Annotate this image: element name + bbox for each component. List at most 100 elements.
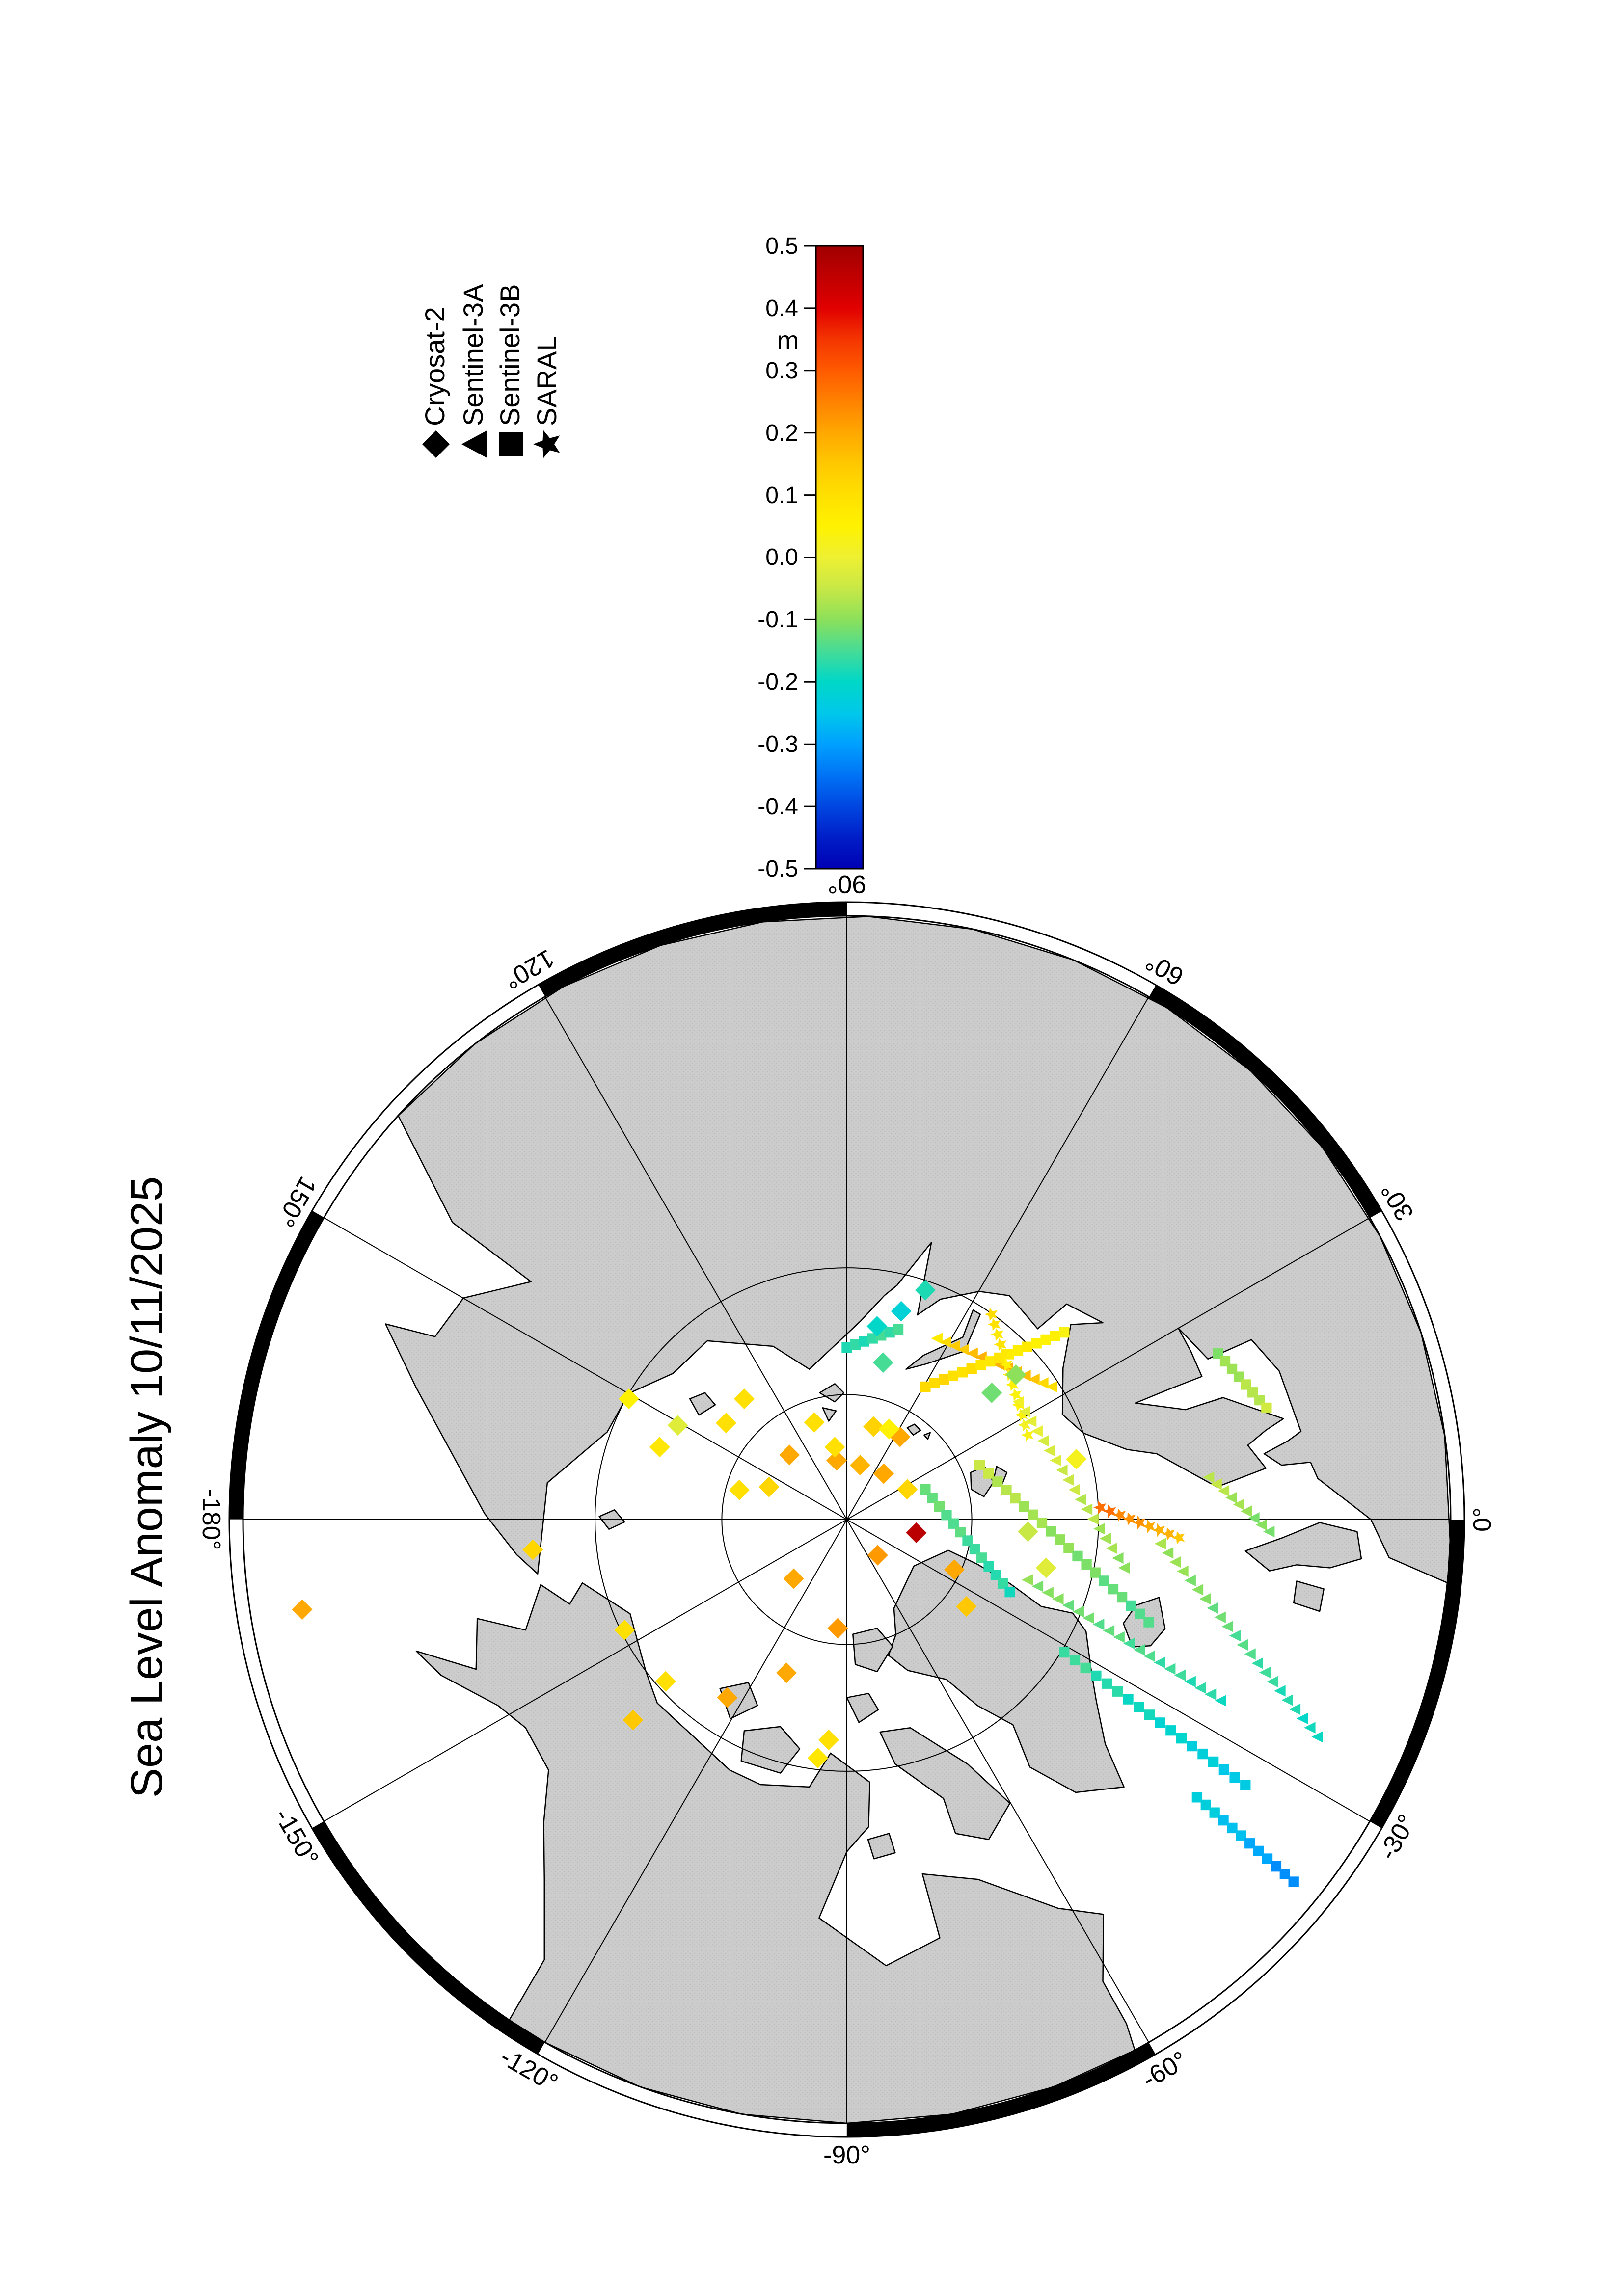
data-marker-dia (776, 1662, 797, 1683)
data-marker-tri (1221, 1621, 1234, 1632)
data-marker-sq (1116, 1592, 1128, 1603)
data-marker-sq (1261, 1402, 1272, 1414)
lon-label-180: -180° (197, 1489, 225, 1550)
data-marker-tri (1123, 1637, 1135, 1650)
colorbar-tick-m01: -0.1 (757, 607, 798, 633)
land-southampton-island (867, 1833, 896, 1860)
data-marker-tri (1087, 1513, 1099, 1525)
data-marker-dia (729, 1479, 750, 1500)
data-marker-sq (1229, 1772, 1240, 1783)
data-marker-tri (1043, 1444, 1055, 1457)
meridian-line (324, 1217, 847, 1520)
data-marker-tri (1259, 1666, 1271, 1679)
data-marker-tri (1215, 1695, 1226, 1707)
meridian-line (544, 996, 847, 1520)
data-marker-tri (1296, 1712, 1308, 1725)
land-franz-josef-land-2 (923, 1432, 931, 1440)
data-marker-sq (1063, 1542, 1074, 1553)
parallel-circle (721, 1394, 973, 1645)
data-marker-sq (1108, 1584, 1119, 1595)
data-marker-tri (1217, 1485, 1230, 1497)
data-marker-sq (985, 1356, 996, 1367)
data-marker-dia (717, 1687, 738, 1708)
data-marker-sq (1135, 1608, 1145, 1619)
data-marker-tri (1154, 1656, 1165, 1669)
data-marker-tri (1255, 1519, 1268, 1531)
data-marker-sq (1187, 1740, 1197, 1752)
data-marker-tri (1311, 1731, 1323, 1743)
data-marker-dia (863, 1416, 884, 1437)
data-marker-sq (1028, 1509, 1039, 1520)
data-marker-tri (1207, 1602, 1218, 1614)
colorbar-tick-m03: -0.3 (757, 731, 798, 757)
data-marker-star (1133, 1516, 1146, 1529)
data-marker-sq (990, 1570, 1001, 1580)
data-marker-dia (1005, 1364, 1027, 1385)
data-marker-tri (1304, 1722, 1316, 1734)
data-marker-tri (957, 1344, 969, 1356)
data-marker-sq (1112, 1686, 1123, 1697)
data-marker-sq (1143, 1617, 1154, 1628)
legend-label-sentinel3a: Sentinel-3A (458, 284, 488, 426)
data-marker-sq (992, 1476, 1003, 1487)
data-marker-tri (1204, 1688, 1217, 1700)
data-marker-tri (1169, 1556, 1181, 1568)
data-marker-sq (1191, 1792, 1203, 1803)
data-marker-tri (1072, 1606, 1084, 1618)
data-marker-tri (1184, 1575, 1196, 1586)
data-marker-tri (1022, 1574, 1033, 1586)
data-marker-dia (783, 1568, 804, 1589)
data-marker-tri (1031, 1580, 1044, 1592)
data-marker-star (1009, 1388, 1022, 1402)
data-marker-sq (1197, 1748, 1208, 1760)
data-marker-tri (1093, 1618, 1105, 1630)
data-marker-tri (1214, 1611, 1226, 1623)
data-marker-sq (1072, 1550, 1083, 1562)
meridian-line (846, 1519, 1149, 2043)
data-marker-tri (1081, 1503, 1093, 1515)
data-marker-tri (1225, 1492, 1237, 1504)
data-marker-star (984, 1308, 998, 1321)
data-marker-sq (941, 1510, 952, 1521)
data-marker-dia (824, 1437, 845, 1458)
data-marker-sq (1209, 1807, 1220, 1818)
data-marker-dia (897, 1479, 918, 1500)
data-marker-sq (1236, 1830, 1246, 1841)
data-marker-sq (1208, 1756, 1219, 1767)
data-marker-dia (872, 1352, 893, 1373)
land-baffin-island (879, 1727, 1011, 1841)
data-marker-tri (1112, 1552, 1124, 1564)
data-marker-sq (1012, 1345, 1024, 1356)
data-marker-dia (522, 1539, 543, 1560)
data-marker-tri (1210, 1478, 1222, 1490)
data-marker-tri (1267, 1676, 1278, 1688)
data-marker-tri (1281, 1694, 1293, 1706)
data-marker-tri (1037, 1435, 1049, 1447)
data-marker-tri (1031, 1425, 1043, 1437)
data-marker-sq (948, 1518, 959, 1529)
data-marker-tri (1194, 1682, 1206, 1694)
data-marker-dia (733, 1388, 755, 1409)
data-marker-sq (969, 1544, 980, 1555)
data-marker-star (991, 1328, 1004, 1341)
data-marker-tri (1203, 1471, 1215, 1483)
data-marker-tri (1184, 1676, 1196, 1687)
data-marker-sq (1165, 1725, 1176, 1736)
data-marker-tri (1248, 1512, 1260, 1524)
data-marker-sq (1176, 1733, 1187, 1744)
data-marker-dia (873, 1463, 894, 1484)
data-marker-star (1152, 1523, 1165, 1537)
data-marker-sq (1227, 1822, 1238, 1834)
data-marker-dia (758, 1476, 780, 1497)
data-marker-star (994, 1337, 1007, 1351)
colorbar-ticks (804, 245, 816, 870)
colorbar-tick-00: 0.0 (765, 544, 798, 570)
data-marker-dia (826, 1450, 847, 1471)
data-marker-star (1142, 1520, 1156, 1533)
data-marker-sq (1253, 1845, 1264, 1857)
data-marker-sq (938, 1374, 949, 1385)
data-marker-tri (1133, 1644, 1145, 1656)
data-marker-dia (956, 1596, 977, 1617)
data-marker-tri (1191, 1584, 1204, 1596)
